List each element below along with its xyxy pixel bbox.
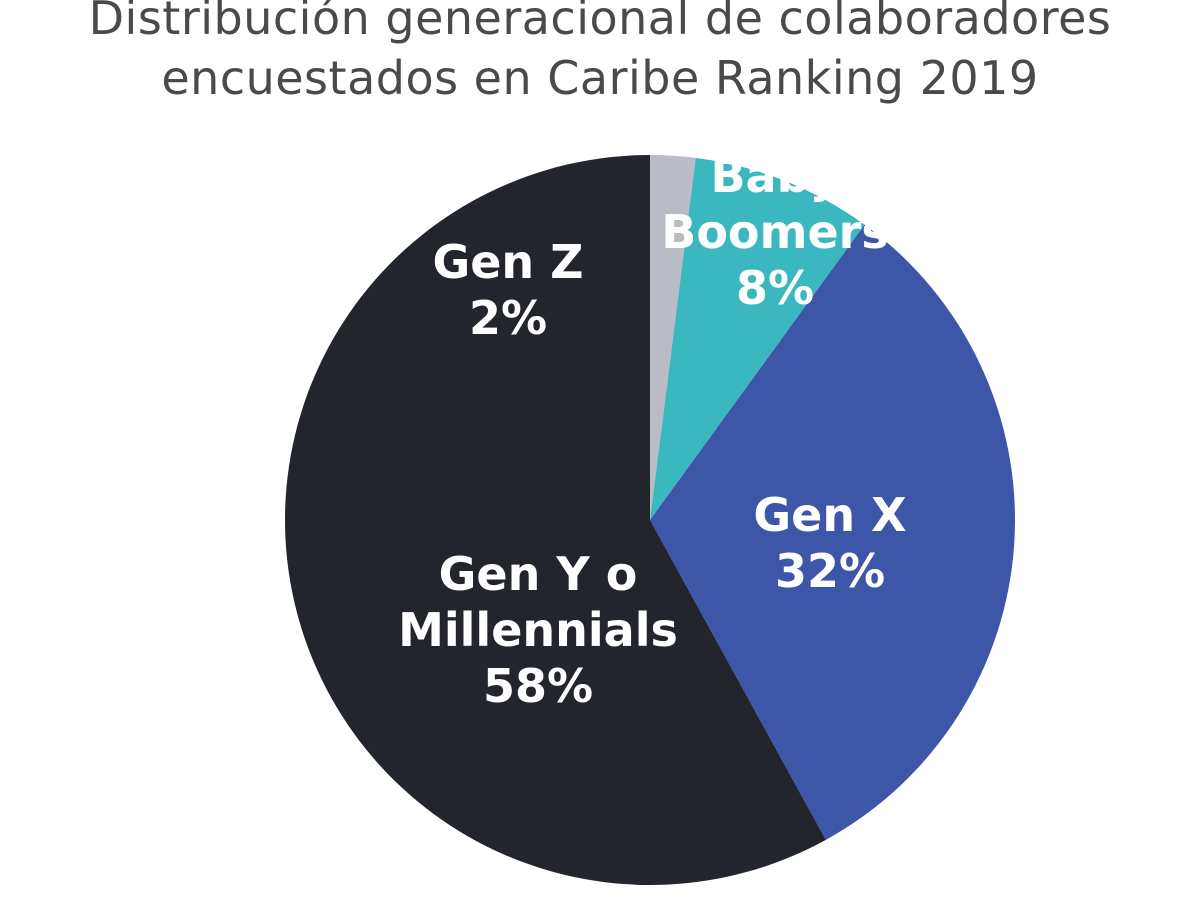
pie-slice-gen-z <box>650 155 696 520</box>
pie-label-line: 8% <box>736 261 814 315</box>
pie-label-gen-z: Gen Z 2% <box>432 235 583 345</box>
pie-slice-baby-boomers <box>650 157 865 521</box>
pie-label-line: Millennials <box>398 603 678 657</box>
pie-slice-gen-x <box>650 224 1015 840</box>
pie-label-line: Boomers <box>661 205 888 259</box>
pie-label-baby-boomers: Baby Boomers 8% <box>661 149 888 315</box>
pie-label-line: 58% <box>483 659 593 713</box>
pie-label-line: Gen Y o <box>439 547 638 601</box>
chart-title-line-1: Distribución generacional de colaborador… <box>88 0 1112 45</box>
pie-label-line: Gen X <box>753 488 906 542</box>
pie-label-line: Baby <box>710 149 839 203</box>
pie-label-line: Gen Z <box>432 235 583 289</box>
pie-slice-gen-y-o-millennials <box>285 155 826 885</box>
pie-slices <box>285 155 1015 885</box>
pie-label-gen-x: Gen X 32% <box>753 488 906 598</box>
pie-label-line: 32% <box>775 544 885 598</box>
pie-label-line: 2% <box>469 291 547 345</box>
chart-title-line-2: encuestados en Caribe Ranking 2019 <box>161 51 1039 105</box>
pie-label-gen-y-o-millennials: Gen Y o Millennials 58% <box>398 547 678 713</box>
chart-title: Distribución generacional de colaborador… <box>0 0 1200 108</box>
pie-labels: Gen Z 2% Baby Boomers 8% Gen X 32% Gen Y o Mille… <box>398 149 906 713</box>
